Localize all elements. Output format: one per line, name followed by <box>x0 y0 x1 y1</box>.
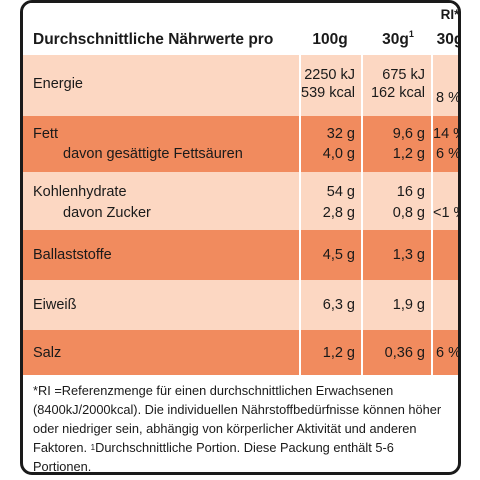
header-col-ri-bottom: 30g <box>436 31 461 48</box>
row-label: Eiweiß <box>33 297 77 313</box>
value-30g: 1,3 g <box>392 247 425 263</box>
table-header: Durchschnittliche Nährwerte pro 100g 30g… <box>23 3 458 50</box>
row-label: Energie <box>33 76 83 92</box>
value-ri: 8 % <box>436 90 461 106</box>
row-label: Salz <box>33 345 62 361</box>
value-100g: 54 g <box>326 184 355 200</box>
footnote: *RI =Referenzmenge für einen durchschnit… <box>33 381 452 474</box>
value-30g-kj: 675 kJ <box>382 67 425 83</box>
value-30g: 9,6 g <box>392 126 425 142</box>
header-col-ri-top: RI* <box>440 7 460 22</box>
row-salz: Salz 1,2 g 0,36 g 6 % <box>23 330 458 375</box>
row-eiweiss: Eiweiß 6,3 g 1,9 g <box>23 280 458 330</box>
value-100g-sub: 4,0 g <box>322 146 355 162</box>
value-ri-sub: 6 % <box>436 146 461 162</box>
value-ri: 6 % <box>436 345 461 361</box>
value-30g-sub: 1,2 g <box>392 146 425 162</box>
value-30g: 1,9 g <box>392 297 425 313</box>
header-col-30g: 30g1 <box>363 29 433 49</box>
row-label-sub: davon gesättigte Fettsäuren <box>63 146 243 162</box>
value-100g-kj: 2250 kJ <box>304 67 355 83</box>
row-fett: Fett 32 g 9,6 g 14 % davon gesättigte Fe… <box>23 116 458 172</box>
value-100g: 32 g <box>326 126 355 142</box>
value-30g-kcal: 162 kcal <box>370 85 425 101</box>
row-label: Ballaststoffe <box>33 247 112 263</box>
value-100g-kcal: 539 kcal <box>301 85 356 101</box>
value-ri: 14 % <box>433 126 458 142</box>
footnote-portion-mark: 1 <box>90 443 96 452</box>
value-30g-sub: 0,8 g <box>392 205 425 221</box>
header-title: Durchschnittliche Nährwerte pro <box>33 31 274 48</box>
header-col-100g: 100g <box>312 31 348 48</box>
row-energie: Energie 2250 kJ 539 kcal 675 kJ 162 kcal… <box>23 55 458 116</box>
row-label-sub: davon Zucker <box>63 205 151 221</box>
footnote-line-last: Faktoren. 1Durchschnittliche Portion. Di… <box>33 438 452 474</box>
nutrition-label: Durchschnittliche Nährwerte pro 100g 30g… <box>20 0 461 475</box>
row-label: Fett <box>33 126 58 142</box>
footnote-line: (8400kJ/2000kcal). Die individuellen Näh… <box>33 402 442 417</box>
value-30g: 0,36 g <box>384 345 425 361</box>
row-ballaststoffe: Ballaststoffe 4,5 g 1,3 g <box>23 230 458 280</box>
value-100g: 1,2 g <box>322 345 355 361</box>
header-col-30g-footnote-mark: 1 <box>408 29 414 39</box>
footnote-line: *RI =Referenzmenge für einen durchschnit… <box>33 383 394 398</box>
header-col-30g-label: 30g <box>382 31 409 48</box>
value-ri-sub: <1 % <box>433 205 458 221</box>
value-100g: 4,5 g <box>322 247 355 263</box>
row-label: Kohlenhydrate <box>33 184 127 200</box>
value-100g-sub: 2,8 g <box>322 205 355 221</box>
row-kohlenhydrate: Kohlenhydrate 54 g 16 g davon Zucker 2,8… <box>23 172 458 230</box>
value-30g: 16 g <box>396 184 425 200</box>
value-100g: 6,3 g <box>322 297 355 313</box>
footnote-line-prefix: Faktoren. <box>33 440 91 455</box>
footnote-line-rest: Durchschnittliche Portion. Diese Packung… <box>33 440 394 474</box>
footnote-line: oder niedriger sein, abhängig von körper… <box>33 421 417 436</box>
